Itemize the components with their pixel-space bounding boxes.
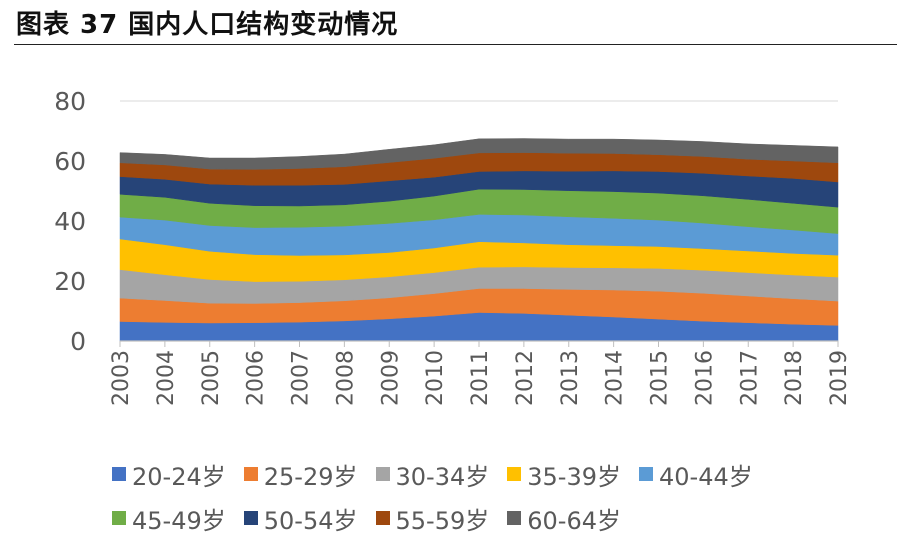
legend-row: 45-49岁 50-54岁 55-59岁 60-64岁	[112, 496, 832, 540]
legend-label: 35-39岁	[527, 462, 621, 491]
legend-item: 30-34岁	[375, 457, 490, 492]
x-tick-label: 2014	[603, 350, 628, 406]
x-tick-label: 2015	[648, 350, 673, 406]
x-tick-label: 2009	[378, 350, 403, 406]
legend-label: 55-59岁	[395, 506, 490, 535]
x-tick-label: 2012	[513, 350, 538, 406]
legend-swatch	[639, 467, 653, 481]
legend-item: 20-24岁	[112, 457, 226, 492]
figure-title: 图表 37 国内人口结构变动情况	[16, 10, 399, 40]
x-tick-label: 2019	[827, 350, 852, 406]
x-tick-label: 2008	[333, 350, 358, 406]
legend-item: 60-64岁	[507, 501, 621, 536]
y-tick-label: 40	[54, 207, 86, 236]
area-series	[119, 138, 839, 342]
legend-swatch	[375, 511, 390, 525]
legend-swatch	[243, 467, 258, 481]
legend-item: 55-59岁	[375, 501, 490, 536]
x-tick-label: 2018	[782, 350, 807, 406]
title-divider	[14, 44, 897, 45]
legend-swatch	[112, 467, 126, 481]
axes: 0 20 40 60 80 2003 2004 2005 2006 2007 2008 2009 201…	[54, 87, 852, 406]
legend-label: 50-54岁	[263, 506, 358, 535]
legend-label: 45-49岁	[132, 506, 226, 535]
x-tick-label: 2017	[737, 350, 762, 406]
legend-item: 45-49岁	[112, 501, 226, 536]
legend-swatch	[507, 511, 522, 525]
x-tick-label: 2005	[199, 350, 224, 406]
y-tick-label: 20	[54, 267, 86, 296]
legend-swatch	[375, 467, 390, 481]
legend-item: 50-54岁	[243, 501, 358, 536]
y-tick-label: 0	[70, 327, 86, 356]
legend-label: 20-24岁	[132, 462, 226, 491]
legend-swatch	[243, 511, 258, 525]
y-tick-label: 80	[54, 87, 86, 116]
legend-swatch	[507, 467, 522, 481]
x-tick-label: 2011	[468, 350, 493, 406]
legend-label: 25-29岁	[263, 462, 358, 491]
area-series-60-64岁	[119, 138, 839, 170]
chart-legend: 20-24岁 25-29岁 30-34岁 35-39岁 40-44岁 45-49岁 50-5…	[112, 452, 832, 540]
x-tick-label: 2004	[154, 350, 179, 406]
legend-label: 40-44岁	[659, 462, 753, 491]
x-tick-label: 2013	[558, 350, 583, 406]
y-tick-label: 60	[54, 147, 86, 176]
legend-row: 20-24岁 25-29岁 30-34岁 35-39岁 40-44岁	[112, 452, 832, 496]
x-tick-label: 2016	[692, 350, 717, 406]
legend-label: 30-34岁	[395, 462, 490, 491]
legend-item: 35-39岁	[507, 457, 621, 492]
x-tick-label: 2007	[289, 350, 314, 406]
x-tick-label: 2010	[423, 350, 448, 406]
legend-swatch	[112, 511, 126, 525]
legend-item: 40-44岁	[639, 457, 753, 492]
x-tick-label: 2006	[244, 350, 269, 406]
legend-label: 60-64岁	[527, 506, 621, 535]
stacked-area-chart: 0 20 40 60 80 2003 2004 2005 2006 2007 2008 2009 201…	[54, 87, 852, 406]
x-tick-label: 2003	[109, 350, 134, 406]
legend-item: 25-29岁	[243, 457, 358, 492]
